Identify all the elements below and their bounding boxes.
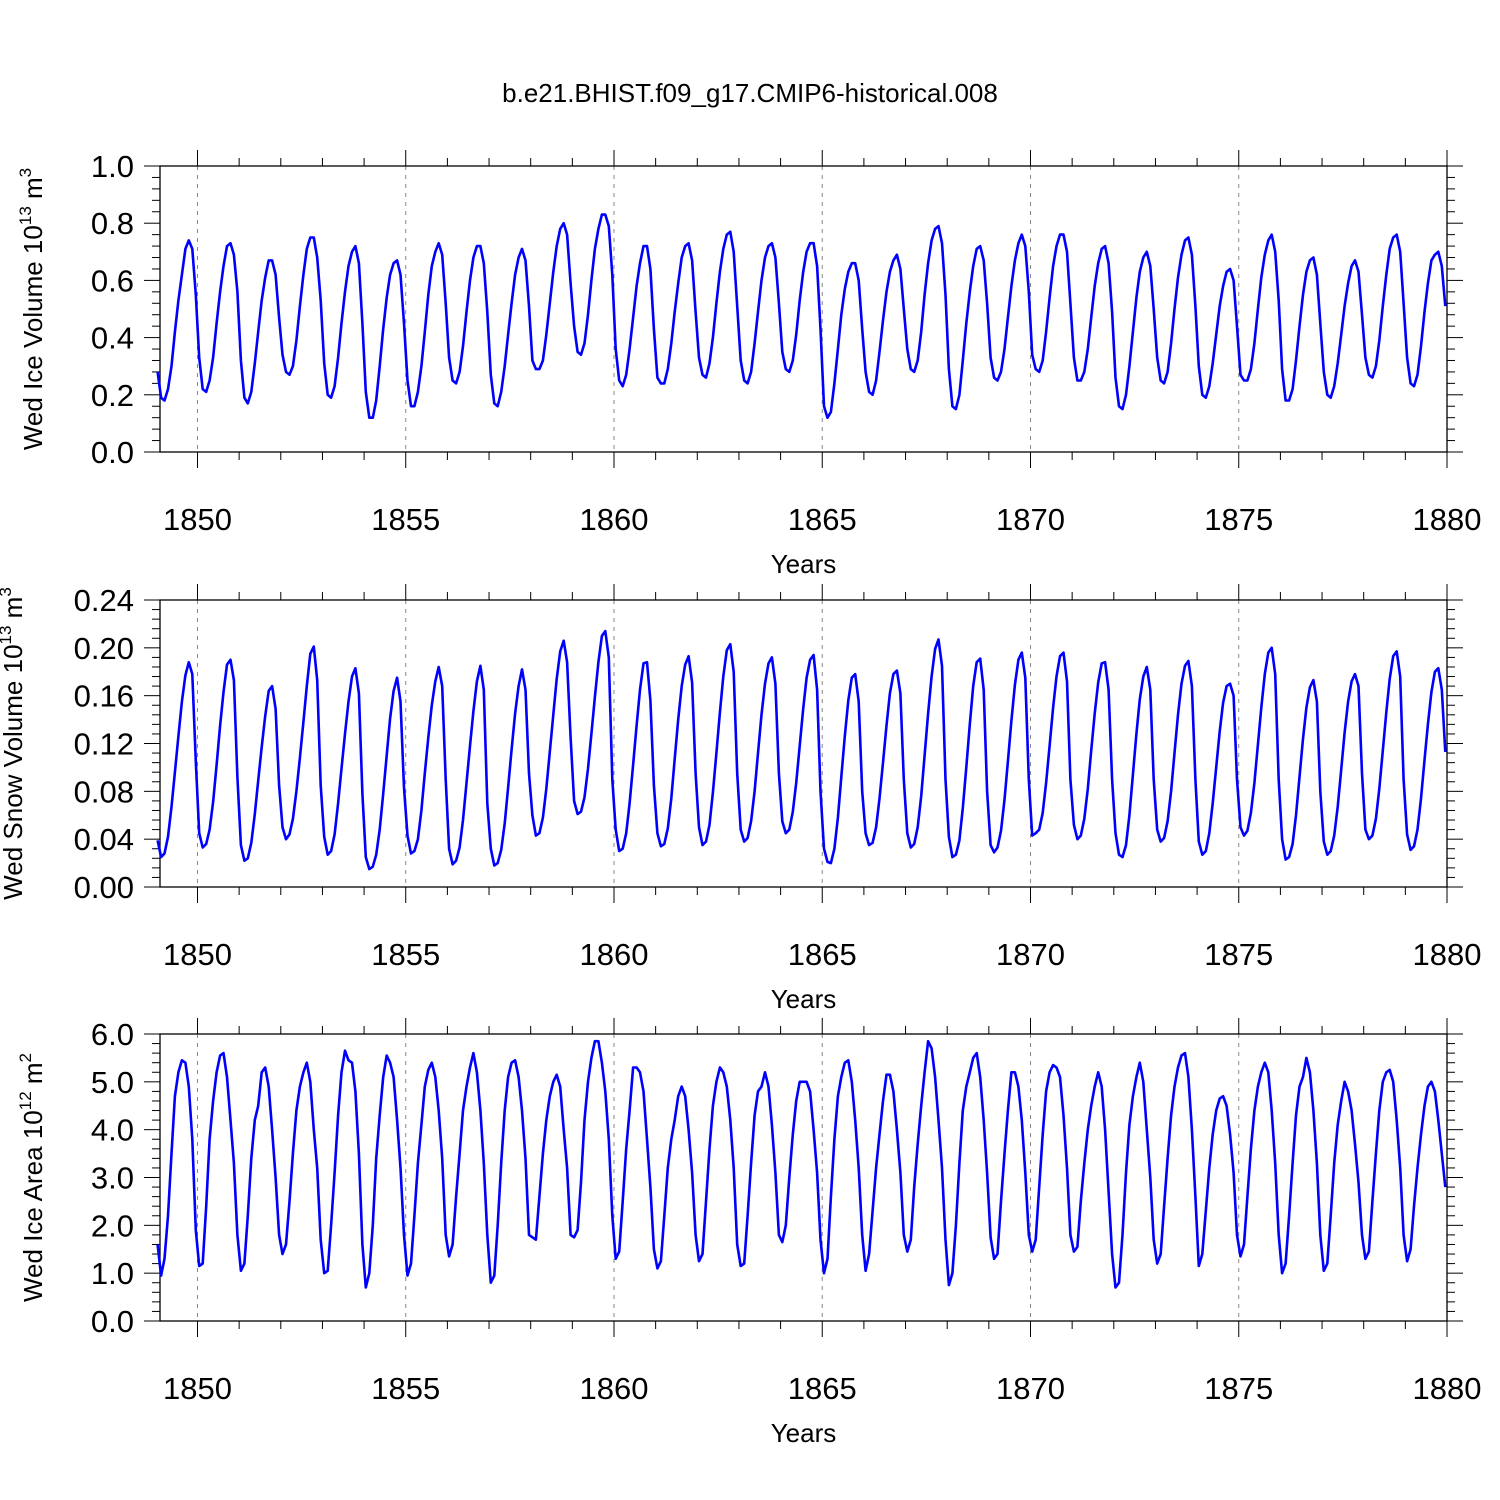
y-axis-label-unit: m bbox=[18, 1062, 48, 1091]
y-axis-label-main: Wed Snow Volume 10 bbox=[0, 644, 28, 899]
x-tick-label: 1870 bbox=[996, 502, 1065, 537]
plot-frame bbox=[159, 1033, 1448, 1322]
x-tick-label: 1880 bbox=[1413, 1371, 1482, 1406]
y-tick-label: 0.2 bbox=[91, 378, 134, 413]
y-tick-label: 0.12 bbox=[74, 727, 134, 762]
y-tick-label: 0.08 bbox=[74, 774, 134, 809]
chart-panel-1: 1850 1855 1860 1865 1870 1875 1880 0.0 0.2 0.4 0.6… bbox=[16, 149, 1481, 579]
y-axis-label-unit_sup: 3 bbox=[0, 587, 15, 596]
y-tick-label: 6.0 bbox=[91, 1017, 134, 1052]
x-tick-label: 1860 bbox=[580, 1371, 649, 1406]
data-series-line bbox=[156, 213, 1447, 420]
y-axis-label-unit_sup: 2 bbox=[16, 1053, 35, 1062]
x-tick-label: 1860 bbox=[580, 502, 649, 537]
y-axis-label-sup: 12 bbox=[16, 1091, 35, 1110]
y-axis-label-main: Wed Ice Area 10 bbox=[18, 1110, 48, 1302]
y-tick-label: 1.0 bbox=[91, 1256, 134, 1291]
y-tick-label: 0.00 bbox=[74, 870, 134, 905]
y-axis-label-unit: m bbox=[0, 597, 28, 626]
y-tick-label: 0.04 bbox=[74, 822, 134, 857]
y-tick-label: 0.0 bbox=[91, 435, 134, 470]
y-tick-label: 0.20 bbox=[74, 631, 134, 666]
x-tick-label: 1870 bbox=[996, 1371, 1065, 1406]
x-tick-label: 1880 bbox=[1413, 937, 1482, 972]
plot-frame bbox=[159, 599, 1448, 888]
y-axis-label-unit_sup: 3 bbox=[16, 168, 35, 177]
x-tick-label: 1850 bbox=[163, 937, 232, 972]
x-tick-label: 1850 bbox=[163, 502, 232, 537]
x-axis-label: Years bbox=[771, 1418, 837, 1448]
y-tick-label: 0.0 bbox=[91, 1304, 134, 1339]
chart-panel-3: 1850 1855 1860 1865 1870 1875 1880 0.0 1.0 2.0 3.0… bbox=[16, 1017, 1481, 1448]
y-tick-label: 4.0 bbox=[91, 1113, 134, 1148]
y-tick-label: 0.6 bbox=[91, 263, 134, 298]
x-tick-label: 1865 bbox=[788, 502, 857, 537]
chart-panel-2: 1850 1855 1860 1865 1870 1875 1880 0.00 0.04 0.08… bbox=[0, 583, 1481, 1014]
x-tick-label: 1870 bbox=[996, 937, 1065, 972]
y-tick-label: 0.4 bbox=[91, 321, 134, 356]
x-tick-label: 1875 bbox=[1204, 937, 1273, 972]
x-tick-label: 1880 bbox=[1413, 502, 1482, 537]
y-tick-label: 2.0 bbox=[91, 1208, 134, 1243]
y-tick-label: 3.0 bbox=[91, 1161, 134, 1196]
x-tick-label: 1875 bbox=[1204, 1371, 1273, 1406]
y-tick-label: 0.8 bbox=[91, 206, 134, 241]
x-tick-label: 1855 bbox=[371, 937, 440, 972]
x-tick-label: 1865 bbox=[788, 937, 857, 972]
x-tick-label: 1860 bbox=[580, 937, 649, 972]
plot-frame bbox=[159, 165, 1448, 453]
figure-title: b.e21.BHIST.f09_g17.CMIP6-historical.008 bbox=[502, 78, 998, 108]
y-axis-label-sup: 13 bbox=[16, 206, 35, 225]
y-axis-label-sup: 13 bbox=[0, 626, 15, 645]
y-axis-label: Wed Ice Area 1012 m2 bbox=[16, 1053, 48, 1302]
x-tick-label: 1875 bbox=[1204, 502, 1273, 537]
x-tick-label: 1850 bbox=[163, 1371, 232, 1406]
x-tick-label: 1855 bbox=[371, 1371, 440, 1406]
x-tick-label: 1865 bbox=[788, 1371, 857, 1406]
y-tick-label: 5.0 bbox=[91, 1065, 134, 1100]
y-axis-label-unit: m bbox=[18, 177, 48, 206]
x-axis-label: Years bbox=[771, 984, 837, 1014]
x-axis-label: Years bbox=[771, 549, 837, 579]
x-tick-label: 1855 bbox=[371, 502, 440, 537]
data-series-line bbox=[156, 1039, 1447, 1289]
data-series-line bbox=[156, 629, 1447, 871]
y-tick-label: 1.0 bbox=[91, 149, 134, 184]
y-axis-label-main: Wed Ice Volume 10 bbox=[18, 225, 48, 450]
y-tick-label: 0.16 bbox=[74, 679, 134, 714]
y-axis-label: Wed Ice Volume 1013 m3 bbox=[16, 168, 48, 450]
y-tick-label: 0.24 bbox=[74, 583, 134, 618]
y-axis-label: Wed Snow Volume 1013 m3 bbox=[0, 587, 28, 900]
